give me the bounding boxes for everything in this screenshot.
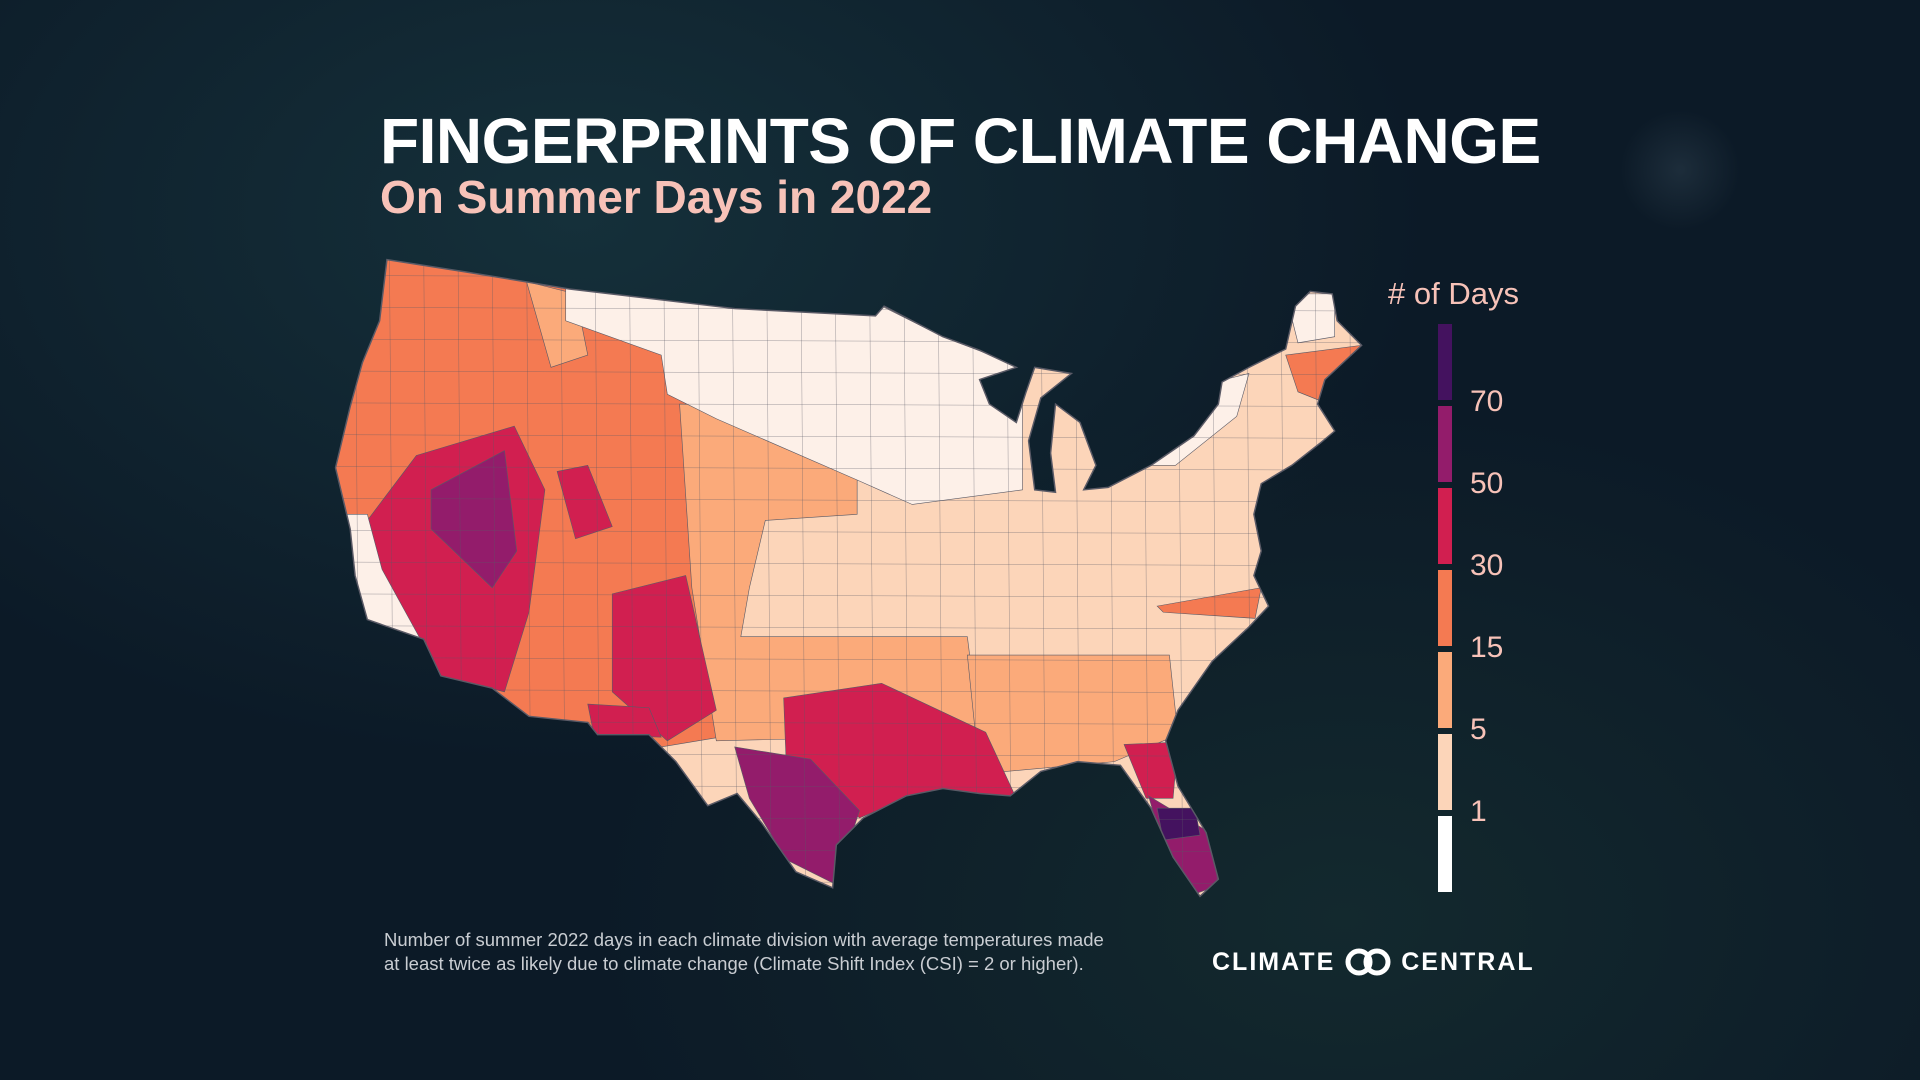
division-border: [800, 259, 806, 897]
legend-label: 5: [1470, 713, 1487, 746]
division-border: [335, 466, 1362, 471]
page-subtitle: On Summer Days in 2022: [380, 171, 933, 223]
legend-swatch: [1438, 734, 1452, 810]
footnote-line-1: Number of summer 2022 days in each clima…: [384, 929, 1104, 950]
legend-label: 30: [1470, 549, 1504, 582]
page-title: FINGERPRINTS OF CLIMATE CHANGE: [380, 105, 1541, 177]
logo-text-right: CENTRAL: [1401, 947, 1535, 976]
division-border: [1280, 259, 1286, 897]
legend-swatch: [1438, 816, 1452, 892]
legend-swatch: [1438, 570, 1452, 646]
division-border: [335, 657, 1362, 662]
division-border: [834, 259, 841, 897]
legend-label: 50: [1470, 467, 1504, 500]
division-border: [869, 259, 875, 897]
climate-division-region-d50_70: [430, 450, 518, 589]
division-border: [697, 259, 704, 897]
division-border: [335, 529, 1362, 535]
division-border: [335, 625, 1362, 630]
legend-swatch: [1438, 488, 1452, 564]
climate-division-region-d15_30: [1156, 587, 1262, 619]
division-border: [335, 434, 1362, 439]
us-outline: [334, 258, 1363, 898]
climate-central-logo: CLIMATE CENTRAL: [1212, 946, 1535, 978]
division-border: [335, 498, 1362, 503]
legend-swatch: [1438, 406, 1452, 482]
footnote: Number of summer 2022 days in each clima…: [384, 928, 1184, 976]
division-border: [335, 561, 1362, 566]
climate-division-region-d30_50: [587, 703, 662, 738]
legend-label: 1: [1470, 795, 1487, 828]
climate-division-region-none: [1285, 293, 1335, 344]
legend-swatch: [1438, 324, 1452, 400]
logo-text-left: CLIMATE: [1212, 947, 1336, 976]
legend-title: # of Days: [1388, 276, 1519, 311]
division-border: [335, 593, 1362, 598]
division-border: [766, 259, 772, 897]
logo-rings-icon: [1345, 948, 1391, 976]
legend-label: 70: [1470, 385, 1504, 418]
footnote-line-2: at least twice as likely due to climate …: [384, 953, 1084, 974]
legend-label: 15: [1470, 631, 1504, 664]
legend-swatch: [1438, 652, 1452, 728]
climate-division-region-d30_50: [611, 575, 717, 742]
